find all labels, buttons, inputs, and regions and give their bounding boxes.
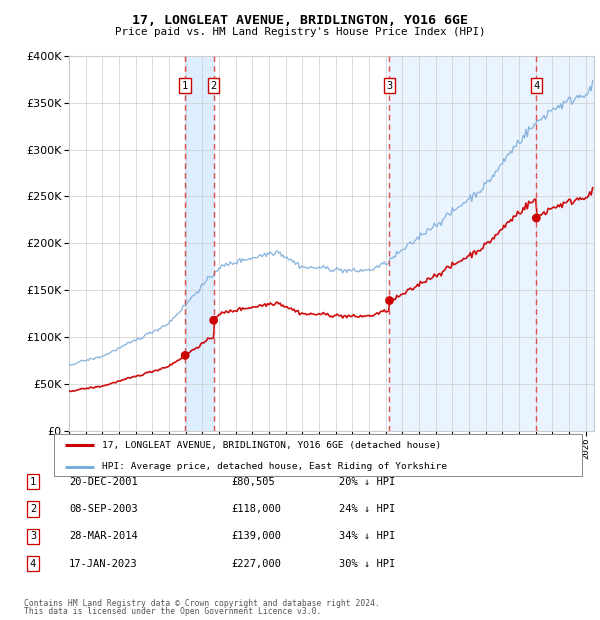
Bar [185, 56, 214, 431]
Text: HPI: Average price, detached house, East Riding of Yorkshire: HPI: Average price, detached house, East… [101, 463, 446, 471]
Bar [569, 56, 594, 431]
Text: 17-JAN-2023: 17-JAN-2023 [69, 559, 138, 569]
Text: 20-DEC-2001: 20-DEC-2001 [69, 477, 138, 487]
Text: £227,000: £227,000 [231, 559, 281, 569]
Text: 1: 1 [182, 81, 188, 91]
Text: This data is licensed under the Open Government Licence v3.0.: This data is licensed under the Open Gov… [24, 607, 322, 616]
Point [385, 296, 394, 306]
Text: £139,000: £139,000 [231, 531, 281, 541]
Text: 17, LONGLEAT AVENUE, BRIDLINGTON, YO16 6GE (detached house): 17, LONGLEAT AVENUE, BRIDLINGTON, YO16 6… [101, 441, 441, 450]
Text: 28-MAR-2014: 28-MAR-2014 [69, 531, 138, 541]
Text: 4: 4 [30, 559, 36, 569]
Text: 1: 1 [30, 477, 36, 487]
Text: 30% ↓ HPI: 30% ↓ HPI [339, 559, 395, 569]
Text: 08-SEP-2003: 08-SEP-2003 [69, 504, 138, 514]
Text: 17, LONGLEAT AVENUE, BRIDLINGTON, YO16 6GE: 17, LONGLEAT AVENUE, BRIDLINGTON, YO16 6… [132, 14, 468, 27]
Text: Price paid vs. HM Land Registry's House Price Index (HPI): Price paid vs. HM Land Registry's House … [115, 27, 485, 37]
Text: 24% ↓ HPI: 24% ↓ HPI [339, 504, 395, 514]
Text: 3: 3 [30, 531, 36, 541]
Text: Contains HM Land Registry data © Crown copyright and database right 2024.: Contains HM Land Registry data © Crown c… [24, 598, 380, 608]
Text: 2: 2 [30, 504, 36, 514]
Text: 34% ↓ HPI: 34% ↓ HPI [339, 531, 395, 541]
Point [209, 316, 218, 326]
Text: £80,505: £80,505 [231, 477, 275, 487]
Text: £118,000: £118,000 [231, 504, 281, 514]
Text: 20% ↓ HPI: 20% ↓ HPI [339, 477, 395, 487]
Text: 3: 3 [386, 81, 392, 91]
Text: 2: 2 [211, 81, 217, 91]
Bar [389, 56, 594, 431]
Text: 4: 4 [533, 81, 539, 91]
Point [181, 350, 190, 360]
Point [532, 213, 541, 223]
